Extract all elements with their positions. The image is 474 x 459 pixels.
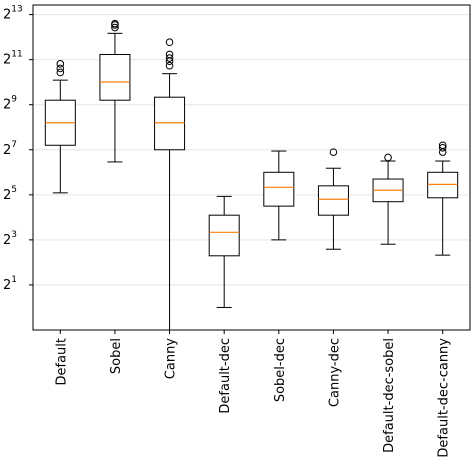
x-tick-label: Default [54, 338, 69, 386]
x-tick-label: Default-dec [218, 338, 233, 414]
iqr-box [427, 171, 459, 199]
outlier-point [384, 153, 392, 162]
outlier-point [329, 148, 338, 156]
iqr-box [208, 214, 240, 257]
y-axis: 21 23 25 27 29 211 213 [3, 5, 33, 293]
box-sobel-dec [263, 150, 295, 241]
y-tick-label: 213 [3, 5, 23, 23]
box-canny-dec [317, 148, 349, 250]
outlier-point [165, 54, 174, 62]
outlier-point [438, 143, 447, 152]
box-canny [154, 38, 186, 330]
x-axis: Default Sobel Canny Default-dec Sobel-dec Can… [54, 330, 452, 458]
x-tick-label: Sobel [109, 338, 124, 374]
outlier-point [111, 19, 119, 28]
y-tick-label: 211 [3, 50, 23, 68]
x-tick-label: Sobel-dec [273, 338, 288, 402]
x-tick-label: Default-dec-canny [437, 338, 452, 458]
iqr-box [154, 96, 186, 151]
grid-lines [33, 14, 470, 286]
box-sobel [99, 19, 131, 163]
outlier-point [165, 61, 174, 70]
box-default [44, 60, 76, 194]
box-default-dec-canny [427, 141, 459, 256]
iqr-box [99, 53, 131, 101]
x-tick-label: Canny-dec [327, 338, 342, 407]
outlier-point [56, 68, 65, 77]
x-tick-label: Canny [164, 338, 179, 380]
y-tick-label: 23 [3, 230, 17, 248]
outlier-point [165, 38, 174, 47]
x-tick-label: Default-dec-sobel [382, 338, 397, 453]
box-default-dec [208, 195, 240, 308]
outlier-point [165, 50, 174, 59]
box-default-dec-sobel [372, 153, 404, 245]
box-plot-series [44, 19, 459, 330]
y-tick-label: 21 [3, 275, 17, 293]
outlier-point [56, 60, 65, 68]
y-tick-label: 29 [3, 95, 17, 113]
iqr-box [317, 185, 349, 216]
outlier-point [111, 23, 119, 32]
outlier-point [438, 141, 447, 150]
plot-frame [32, 4, 471, 331]
iqr-box [263, 171, 295, 207]
y-tick-label: 27 [3, 140, 17, 158]
y-tick-label: 25 [3, 185, 17, 203]
outlier-point [56, 64, 65, 73]
